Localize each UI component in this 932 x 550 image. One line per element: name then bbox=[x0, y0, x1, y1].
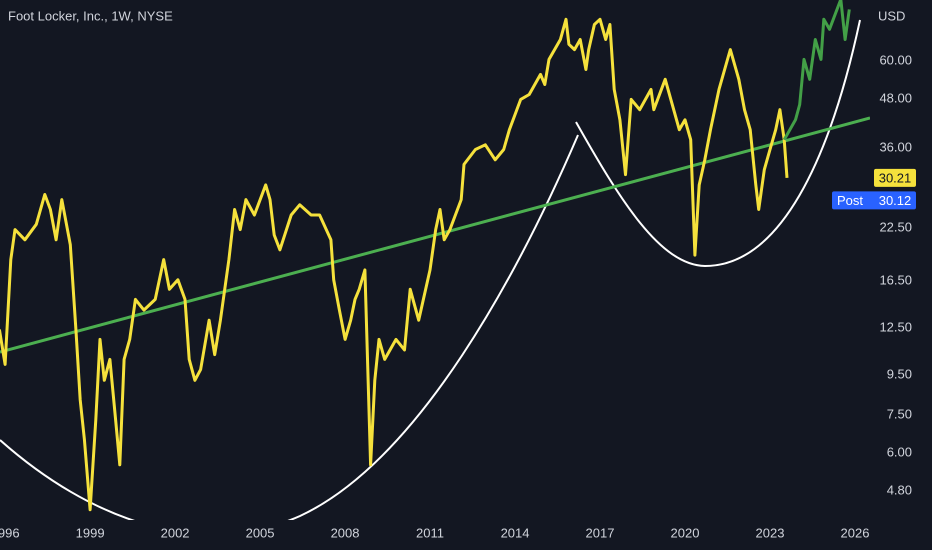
last-price-label: 30.21 bbox=[879, 170, 912, 185]
y-tick-label: 4.80 bbox=[887, 483, 912, 498]
y-tick-label: 16.50 bbox=[879, 272, 912, 287]
last-price-badge bbox=[874, 168, 916, 187]
y-tick-label: 60.00 bbox=[879, 53, 912, 68]
x-tick-label: 2014 bbox=[501, 525, 530, 540]
y-tick-label: 36.00 bbox=[879, 139, 912, 154]
x-tick-label: 2026 bbox=[841, 525, 870, 540]
x-tick-label: 2005 bbox=[246, 525, 275, 540]
x-tick-label: 2002 bbox=[161, 525, 190, 540]
post-price-label: 30.12 bbox=[879, 193, 912, 208]
price-line bbox=[782, 0, 851, 141]
post-price-badge bbox=[832, 191, 916, 210]
cup-curve bbox=[0, 134, 579, 520]
x-tick-label: 2008 bbox=[331, 525, 360, 540]
x-tick-label: 1999 bbox=[76, 525, 105, 540]
y-tick-label: 48.00 bbox=[879, 91, 912, 106]
x-tick-label: 2023 bbox=[756, 525, 785, 540]
y-tick-label: 12.50 bbox=[879, 320, 912, 335]
y-tick-label: 7.50 bbox=[887, 407, 912, 422]
y-tick-label: 22.50 bbox=[879, 220, 912, 235]
price-line bbox=[0, 17, 789, 512]
y-tick-label: 9.50 bbox=[887, 366, 912, 381]
y-unit: USD bbox=[878, 8, 905, 23]
y-tick-label: 6.00 bbox=[887, 445, 912, 460]
x-tick-label: 2017 bbox=[586, 525, 615, 540]
plot-area bbox=[0, 0, 870, 520]
post-label: Post bbox=[837, 193, 863, 208]
x-tick-label: 2011 bbox=[416, 525, 444, 540]
x-tick-label: 2020 bbox=[671, 525, 700, 540]
chart-title: Foot Locker, Inc., 1W, NYSE bbox=[8, 8, 173, 23]
x-tick-label: 1996 bbox=[0, 525, 20, 540]
